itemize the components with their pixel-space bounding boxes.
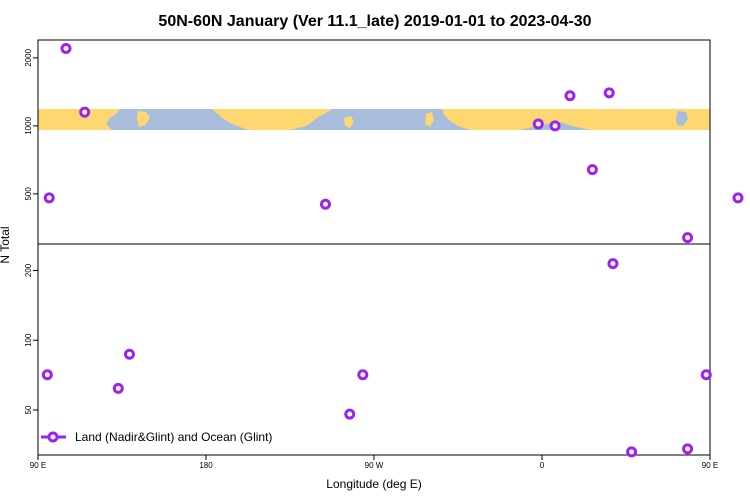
land-kamchatka	[137, 111, 150, 127]
legend: Land (Nadir&Glint) and Ocean (Glint)	[41, 430, 272, 444]
x-tick-label: 90 E	[702, 461, 718, 470]
data-point	[357, 369, 369, 381]
upper-y-axis: 500 1000 2000	[24, 48, 38, 201]
lower-y-axis: 50 100 200	[24, 263, 38, 415]
upper-panel-frame	[37, 39, 711, 245]
data-point	[123, 348, 135, 360]
data-point	[532, 118, 544, 130]
data-point	[112, 382, 124, 394]
x-axis: 90 E 180 90 W 0 90 E	[30, 455, 718, 470]
land-kamchatka-2	[676, 111, 688, 126]
data-point	[43, 192, 55, 204]
data-point	[607, 258, 619, 270]
land-europe-asia	[442, 109, 710, 130]
map-land	[38, 109, 710, 130]
x-tick-label: 0	[540, 461, 545, 470]
data-point	[586, 164, 598, 176]
y-tick-label: 200	[24, 263, 33, 277]
x-tick-label: 90 E	[30, 461, 46, 470]
x-tick-label: 90 W	[365, 461, 384, 470]
chart-title: 50N-60N January (Ver 11.1_late) 2019-01-…	[158, 13, 591, 30]
data-point	[79, 106, 91, 118]
y-axis-title: N Total	[0, 226, 12, 263]
data-point	[564, 90, 576, 102]
data-point	[732, 192, 744, 204]
y-tick-label: 2000	[24, 48, 33, 66]
data-point	[41, 369, 53, 381]
y-tick-label: 100	[24, 333, 33, 347]
legend-label: Land (Nadir&Glint) and Ocean (Glint)	[75, 430, 272, 444]
x-tick-label: 180	[199, 461, 213, 470]
x-axis-title: Longitude (deg E)	[326, 477, 421, 491]
y-tick-label: 500	[24, 187, 33, 201]
data-point	[700, 369, 712, 381]
land-east-asia	[38, 109, 120, 130]
land-newfoundland	[344, 116, 354, 128]
data-point	[319, 198, 331, 210]
data-point	[344, 408, 356, 420]
data-point	[60, 43, 72, 55]
data-point	[682, 232, 694, 244]
y-tick-label: 50	[24, 405, 33, 414]
y-tick-label: 1000	[24, 116, 33, 134]
world-map-strip	[38, 109, 710, 130]
data-point	[603, 87, 615, 99]
legend-marker	[47, 431, 59, 443]
data-points	[41, 43, 744, 458]
data-point	[682, 443, 694, 455]
data-point	[549, 120, 561, 132]
land-uk	[425, 112, 434, 127]
data-point	[626, 446, 638, 458]
land-north-america	[212, 109, 332, 130]
lower-panel-frame	[37, 243, 711, 456]
